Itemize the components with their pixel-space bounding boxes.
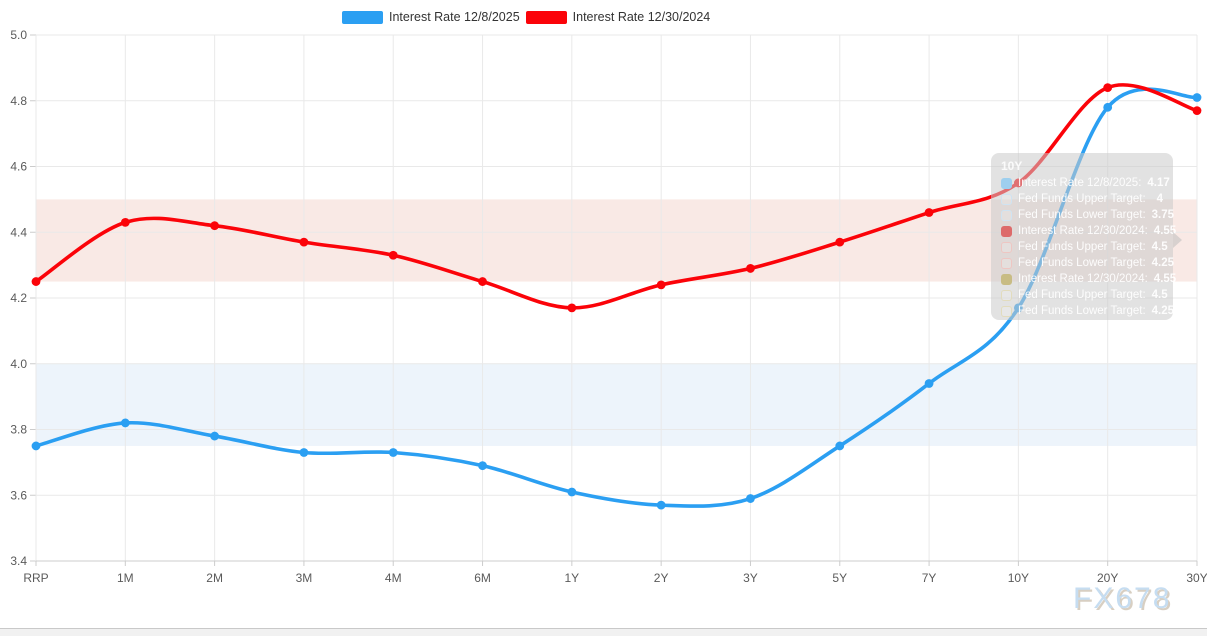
data-point-blue[interactable] <box>120 418 130 428</box>
x-axis-label: 7Y <box>922 571 937 585</box>
fed-funds-band-red <box>36 199 1197 282</box>
x-axis-label: RRP <box>23 571 48 585</box>
x-axis-label: 2M <box>206 571 223 585</box>
data-point-red[interactable] <box>656 280 666 290</box>
y-axis-label: 3.8 <box>10 423 27 437</box>
data-point-red[interactable] <box>210 221 220 231</box>
y-axis-label: 4.0 <box>10 357 27 371</box>
data-point-red[interactable] <box>120 217 130 227</box>
data-point-red[interactable] <box>31 277 41 286</box>
data-point-blue[interactable] <box>31 441 41 451</box>
x-axis-label: 3Y <box>743 571 758 585</box>
fx678-watermark: FX678 <box>1073 582 1172 615</box>
data-point-red[interactable] <box>1103 83 1113 92</box>
bottom-divider <box>0 628 1207 636</box>
x-axis-label: 30Y <box>1186 571 1207 585</box>
y-axis-label: 3.6 <box>10 488 27 502</box>
legend-swatch-icon <box>525 10 567 24</box>
data-point-blue[interactable] <box>924 379 934 388</box>
y-axis-label: 4.4 <box>10 225 27 239</box>
x-axis-label: 2Y <box>654 571 669 585</box>
legend-label: Interest Rate 12/8/2025 <box>389 10 520 24</box>
x-axis-label: 1Y <box>565 571 580 585</box>
y-axis-label: 4.8 <box>10 94 27 108</box>
x-axis-label: 6M <box>474 571 491 585</box>
y-axis-label: 3.4 <box>10 554 27 568</box>
fed-funds-band-blue <box>36 363 1197 446</box>
legend-item-rate-2024[interactable]: Interest Rate 12/30/2024 <box>525 10 711 24</box>
y-axis-label: 4.6 <box>10 160 27 174</box>
data-point-red[interactable] <box>567 303 577 313</box>
data-point-red[interactable] <box>478 277 487 286</box>
legend-label: Interest Rate 12/30/2024 <box>572 10 711 24</box>
data-point-blue[interactable] <box>1192 93 1202 102</box>
data-point-blue[interactable] <box>835 441 845 451</box>
data-point-blue[interactable] <box>656 500 666 510</box>
data-point-red[interactable] <box>388 250 398 260</box>
x-axis-label: 10Y <box>1008 571 1029 585</box>
legend-swatch-icon <box>342 10 383 24</box>
y-axis-label: 4.2 <box>10 291 27 305</box>
data-point-red[interactable] <box>835 237 845 247</box>
data-point-red[interactable] <box>1192 106 1202 116</box>
x-axis-label: 3M <box>296 571 313 585</box>
data-point-blue[interactable] <box>1103 102 1113 112</box>
data-point-blue[interactable] <box>388 448 398 457</box>
data-point-blue[interactable] <box>567 487 577 497</box>
x-axis-label: 20Y <box>1097 571 1118 585</box>
x-axis-label: 5Y <box>832 571 847 585</box>
legend-item-rate-2025[interactable]: Interest Rate 12/8/2025 <box>342 10 520 24</box>
x-axis-label: 4M <box>385 571 402 585</box>
chart-legend: Interest Rate 12/8/2025 Interest Rate 12/… <box>342 10 710 24</box>
x-axis-label: 1M <box>117 571 134 585</box>
data-point-red[interactable] <box>1013 178 1023 188</box>
data-point-red[interactable] <box>299 237 309 247</box>
data-point-red[interactable] <box>924 208 934 217</box>
data-point-red[interactable] <box>746 264 755 273</box>
data-point-blue[interactable] <box>478 461 487 471</box>
y-axis-label: 5.0 <box>10 28 27 42</box>
data-point-blue[interactable] <box>746 494 755 503</box>
data-point-blue[interactable] <box>299 448 309 457</box>
data-point-blue[interactable] <box>1013 303 1023 313</box>
data-point-blue[interactable] <box>210 431 220 441</box>
